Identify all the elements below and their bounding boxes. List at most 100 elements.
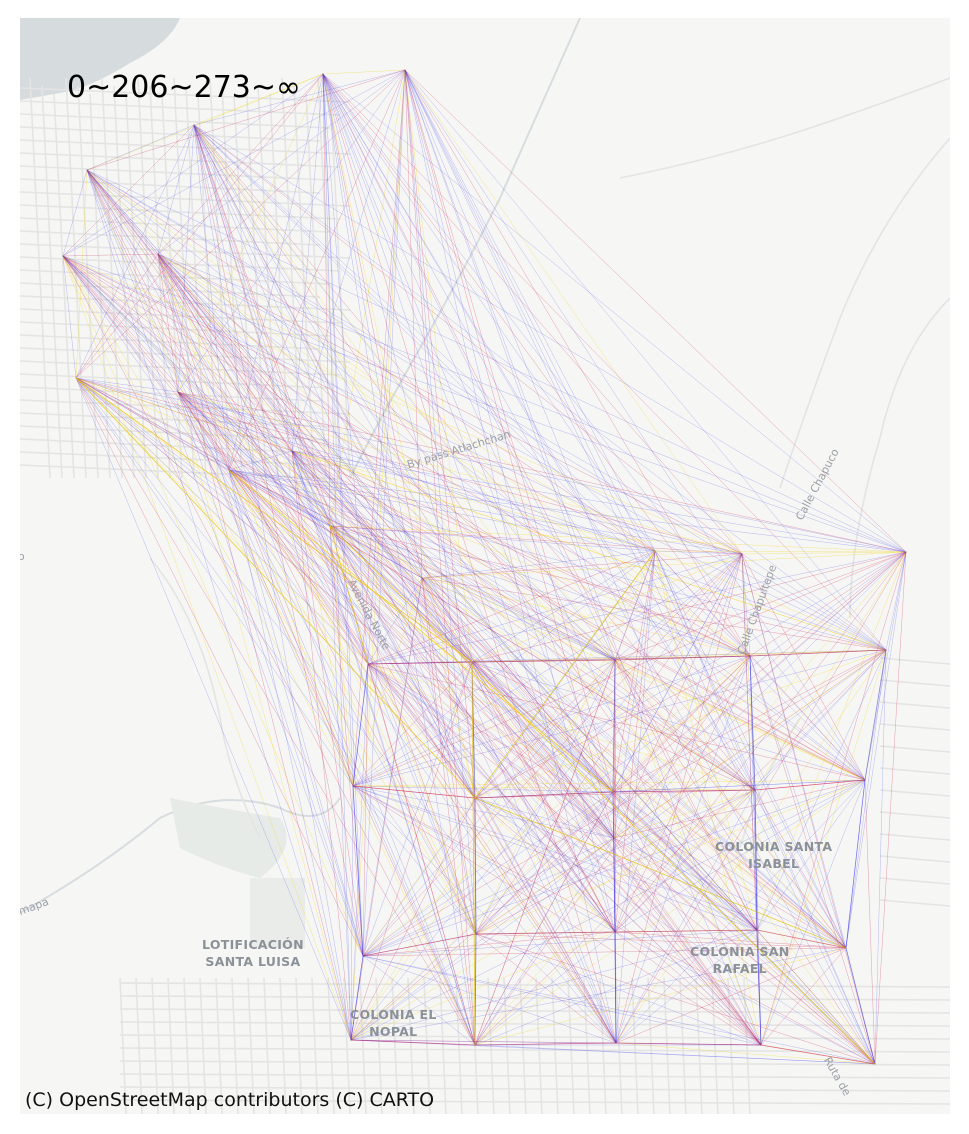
flow-edge (404, 69, 423, 579)
road (423, 977, 431, 1114)
flow-edge (404, 69, 751, 657)
flow-edge (157, 253, 615, 839)
flow-edge (749, 655, 866, 781)
flow-edge (75, 377, 423, 579)
map-title: 0~206~273~∞ (67, 70, 302, 105)
flow-edge (177, 391, 616, 661)
flow-edge (329, 525, 423, 579)
flow-edge (367, 649, 887, 665)
flow-edge (157, 253, 614, 793)
flow-edge (350, 663, 369, 1041)
flow-edge (350, 947, 847, 1041)
flow-edge-strong (864, 649, 887, 781)
flow-edge (421, 577, 887, 651)
flow-edge (75, 377, 743, 555)
road (151, 977, 159, 1114)
road (20, 321, 331, 337)
flow-edge (228, 469, 616, 661)
road (20, 373, 331, 389)
road (375, 977, 383, 1114)
flow-edge (62, 255, 616, 661)
road (879, 745, 950, 753)
flow-edge (75, 377, 758, 931)
flow-edge (193, 124, 617, 1044)
place-label-colonia-san-rafael: COLONIA SAN RAFAEL (690, 944, 790, 976)
flow-edge (614, 551, 907, 933)
flow-edge (228, 469, 477, 935)
flow-edge (177, 391, 423, 579)
flow-edge (177, 391, 616, 933)
flow-edge (228, 469, 364, 957)
flow-edge (654, 550, 758, 931)
flow-edge (157, 253, 476, 1046)
flow-edge (291, 450, 887, 651)
flow-edge (615, 947, 847, 1044)
flow-edge (62, 255, 331, 527)
flow-edge-strong (352, 785, 364, 957)
flow-edge (322, 73, 847, 949)
flow-edge (322, 73, 476, 1046)
flow-edge (291, 450, 616, 661)
flow-edge (291, 450, 762, 1046)
flow-edge (613, 837, 847, 949)
flow-edge (86, 169, 656, 552)
flow-edge (362, 655, 751, 957)
flow-edge (421, 550, 656, 579)
flow-edge (193, 124, 331, 527)
flow-edge (86, 169, 476, 1046)
flow-edge-strong (75, 377, 473, 663)
flow-edge (474, 797, 762, 1046)
flow-edge (475, 791, 614, 935)
road (20, 425, 331, 441)
road (119, 1047, 950, 1053)
flow-edge (291, 450, 615, 839)
flow-edge (177, 391, 762, 1046)
flow-edge (352, 785, 758, 931)
flow-edge (322, 73, 616, 933)
flow-edge (62, 255, 477, 935)
road (647, 977, 655, 1114)
flow-edge (228, 469, 876, 1065)
road (221, 85, 243, 479)
flow-edge (367, 663, 477, 935)
road (119, 1086, 950, 1092)
map-canvas[interactable]: COLONIA SANTA ISABEL COLONIA SAN RAFAEL LO… (20, 18, 950, 1114)
flow-edge (352, 69, 406, 787)
flow-edge (352, 785, 616, 933)
flow-edge (86, 169, 230, 471)
flow-edge (404, 69, 743, 555)
road (20, 204, 341, 220)
road (327, 977, 335, 1114)
flow-edge (760, 779, 866, 1046)
flow-edge (291, 450, 656, 552)
flow-edge (86, 169, 331, 527)
flow-edge (322, 73, 617, 1044)
flow-edge (157, 253, 230, 471)
flow-edge (367, 663, 762, 1046)
road (119, 982, 950, 988)
flow-edge (86, 169, 352, 1041)
flow-edge (62, 255, 423, 579)
road (487, 977, 495, 1114)
flow-edge (362, 955, 617, 1044)
flow-edge (177, 124, 195, 393)
flow-edge (613, 553, 743, 839)
flow-edge (228, 469, 352, 1041)
flow-edge (75, 377, 751, 657)
flow-edge (322, 73, 473, 663)
flow-edge (75, 377, 876, 1065)
flow-edge (749, 551, 907, 657)
flow-edge (177, 391, 866, 781)
flow-edge (62, 255, 352, 1041)
flow-edge (614, 659, 876, 1065)
road (269, 93, 291, 479)
flow-edge (86, 169, 473, 663)
flow-edge (350, 553, 743, 1041)
road (879, 723, 950, 731)
flow-edge (471, 661, 876, 1065)
flow-edge (177, 391, 751, 657)
flow-edge (421, 551, 907, 579)
flow-edge (193, 124, 293, 452)
flow-edge (654, 550, 762, 1046)
flow-edge (350, 933, 477, 1041)
